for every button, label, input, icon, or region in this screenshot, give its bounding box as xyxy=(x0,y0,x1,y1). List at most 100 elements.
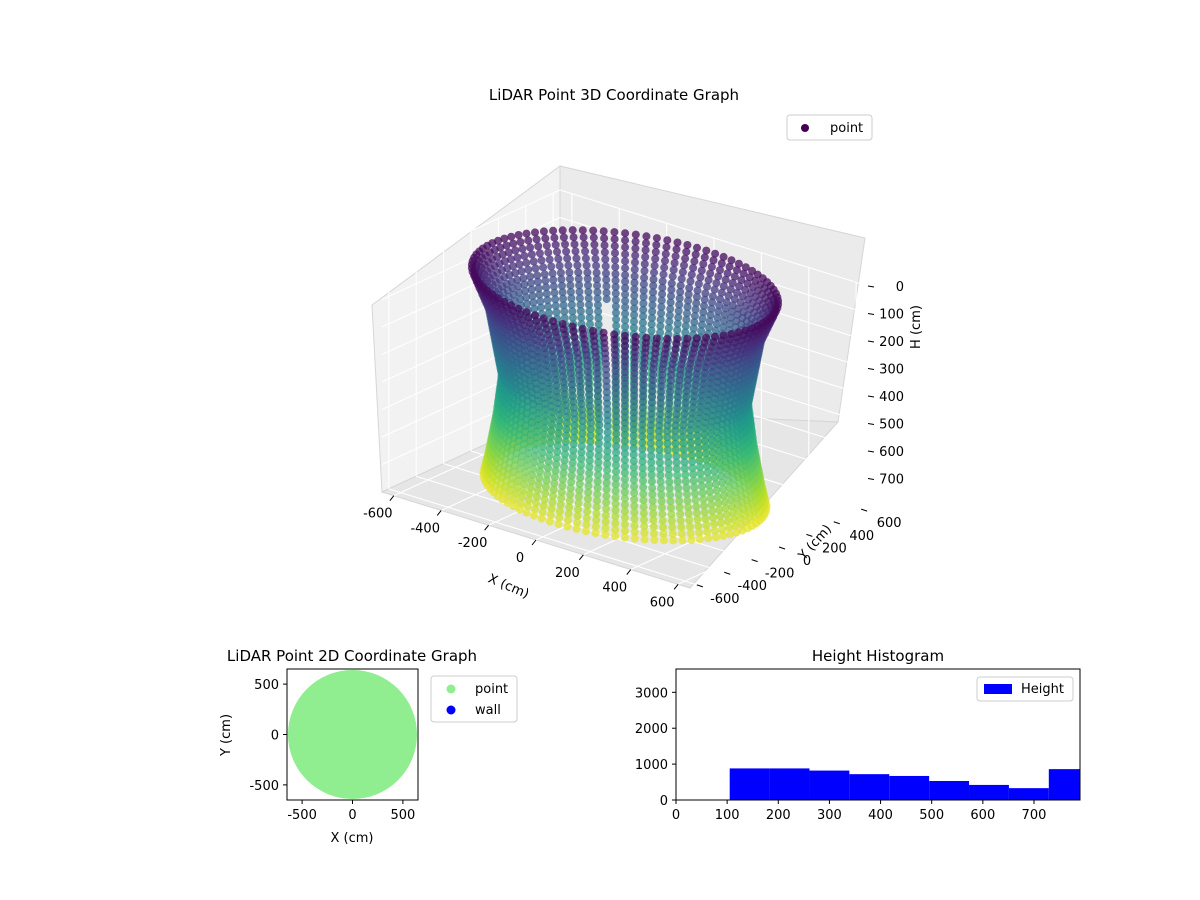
point-3d xyxy=(700,508,709,517)
point-3d xyxy=(702,246,711,255)
point-3d xyxy=(527,350,536,359)
point-3d xyxy=(573,512,582,520)
point-3d xyxy=(687,535,696,544)
point-3d xyxy=(559,294,568,303)
point-3d xyxy=(702,455,711,464)
point-3d xyxy=(651,254,660,263)
point-3d xyxy=(581,254,590,263)
point-3d xyxy=(640,522,649,531)
point-3d xyxy=(529,361,538,370)
point-3d xyxy=(629,457,638,465)
point-3d xyxy=(558,281,566,290)
point-3d xyxy=(541,411,550,420)
point-3d xyxy=(611,283,620,291)
point-3d xyxy=(553,441,562,450)
point-3d xyxy=(711,473,720,482)
point-3d xyxy=(734,328,743,337)
point-3d xyxy=(524,449,533,458)
y-tick-label-3d: 400 xyxy=(849,529,874,544)
point-3d xyxy=(516,499,525,508)
point-3d xyxy=(602,282,611,291)
point-3d xyxy=(594,392,602,401)
point-3d xyxy=(594,307,603,316)
point-3d xyxy=(585,396,594,405)
point-3d xyxy=(639,398,647,407)
point-3d xyxy=(561,444,570,452)
point-3d xyxy=(656,315,665,324)
point-3d xyxy=(621,316,630,325)
point-3d xyxy=(531,264,540,273)
point-3d xyxy=(629,444,638,453)
x-tick-3d xyxy=(531,539,537,546)
point-3d xyxy=(640,273,649,282)
point-3d xyxy=(693,431,702,440)
point-3d xyxy=(638,470,647,479)
point-3d xyxy=(560,307,569,316)
point-3d xyxy=(683,490,691,499)
z-tick-label-3d: 400 xyxy=(879,390,904,405)
point-3d xyxy=(586,407,595,416)
point-3d xyxy=(562,425,571,434)
point-3d xyxy=(591,522,600,531)
point-3d xyxy=(612,308,620,317)
point-3d xyxy=(583,507,592,516)
point-3d xyxy=(593,483,602,492)
point-3d xyxy=(714,272,723,281)
point-3d xyxy=(578,423,587,432)
point-3d xyxy=(577,454,586,463)
point-3d xyxy=(711,326,720,335)
point-3d xyxy=(620,424,629,433)
point-3d xyxy=(567,471,576,480)
point-3d xyxy=(611,486,620,495)
point-3d xyxy=(535,290,544,299)
point-3d xyxy=(568,313,577,322)
point-3d xyxy=(629,408,638,417)
point-3d xyxy=(585,462,594,471)
point-3d xyxy=(724,291,733,300)
point-3d xyxy=(612,406,621,415)
point-3d xyxy=(659,270,668,279)
point-3d xyxy=(544,457,553,466)
point-3d xyxy=(511,246,520,255)
point-3d xyxy=(638,432,647,441)
point-3d xyxy=(529,406,537,415)
point-3d xyxy=(694,444,703,453)
point-3d xyxy=(585,401,594,410)
point-3d xyxy=(586,431,595,440)
point-3d xyxy=(638,438,647,447)
point-3d xyxy=(545,451,554,460)
point-3d xyxy=(655,421,664,430)
point-3d xyxy=(574,505,583,514)
point-3d xyxy=(728,509,737,517)
point-3d xyxy=(539,263,548,272)
point-3d xyxy=(594,458,603,467)
point-3d xyxy=(661,256,669,265)
point-3d xyxy=(675,503,684,512)
point-3d xyxy=(630,521,639,530)
point-3d xyxy=(715,505,724,514)
point-3d xyxy=(612,467,620,476)
point-3d xyxy=(620,533,629,542)
point-3d xyxy=(669,265,678,274)
point-3d xyxy=(602,498,611,507)
histogram-bar xyxy=(1008,788,1049,800)
point-3d xyxy=(667,279,676,288)
point-3d xyxy=(656,322,665,331)
chart-3d-title: LiDAR Point 3D Coordinate Graph xyxy=(489,86,739,104)
point-3d xyxy=(656,464,665,473)
point-3d xyxy=(621,236,630,245)
point-3d xyxy=(639,370,648,378)
point-3d xyxy=(503,498,512,507)
point-3d xyxy=(591,529,600,537)
point-3d xyxy=(547,420,556,429)
point-3d xyxy=(542,361,551,370)
point-3d xyxy=(719,282,728,291)
point-3d xyxy=(559,469,568,478)
point-3d xyxy=(577,400,586,408)
point-3d xyxy=(594,314,603,322)
point-3d xyxy=(546,432,555,441)
point-3d xyxy=(671,445,680,454)
point-3d xyxy=(648,503,657,512)
point-3d xyxy=(515,260,524,269)
point-3d xyxy=(717,288,726,297)
